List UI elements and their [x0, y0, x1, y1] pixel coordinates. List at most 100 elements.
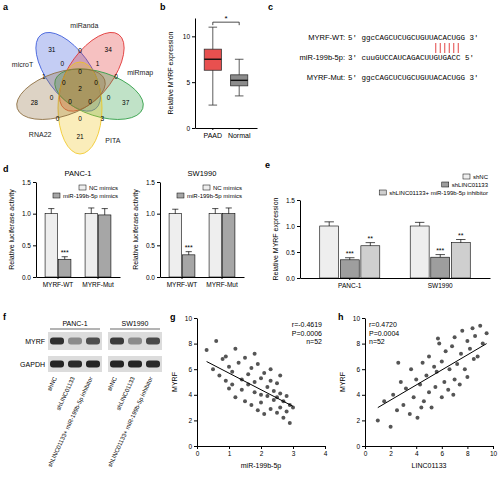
- point: [471, 326, 475, 330]
- annotations: ***: [185, 244, 193, 251]
- box-plot: 0510PAADNormalRelative MYRF expression*: [167, 14, 258, 139]
- statistic: n=52: [369, 338, 385, 345]
- point: [249, 403, 253, 407]
- point: [227, 386, 231, 390]
- error-cap: [436, 254, 445, 255]
- legend-label: shLINC01133+ miR-199b-5p inhibitor: [389, 190, 488, 196]
- tick-mark: [297, 200, 300, 201]
- tick-label: 6: [356, 366, 360, 373]
- legend-label: miR-199b-5p mimics: [63, 193, 118, 199]
- point: [395, 408, 399, 412]
- tick: 10: [183, 33, 195, 40]
- lane-label: shNC: [106, 375, 118, 392]
- tick: SW1990: [428, 278, 453, 289]
- tick-mark: [391, 446, 392, 449]
- bar-chart: **********0.00.51.01.5PANC-1SW1990Relati…: [272, 174, 491, 289]
- bar: [169, 214, 181, 277]
- point: [224, 379, 228, 383]
- panel-letter: f: [3, 312, 7, 322]
- set-label: microT: [12, 61, 34, 68]
- point: [278, 374, 282, 378]
- error-bar: [51, 209, 52, 214]
- tick-label: 4: [356, 391, 360, 398]
- tick-label: 6: [188, 366, 192, 373]
- panel-letter: g: [170, 312, 176, 322]
- region-count: 37: [122, 99, 130, 106]
- median: [231, 80, 248, 81]
- tick-mark: [362, 420, 365, 421]
- point: [256, 362, 260, 366]
- marks: [204, 27, 248, 105]
- legend-swatch: [203, 185, 210, 190]
- error-bar: [64, 257, 65, 260]
- tick: 1.5: [286, 197, 300, 204]
- point: [391, 393, 395, 397]
- region-count: 31: [48, 46, 56, 53]
- point: [259, 393, 263, 397]
- fit-line: [207, 362, 293, 407]
- region-count: 0: [88, 98, 92, 105]
- point: [460, 329, 464, 333]
- median: [204, 59, 221, 60]
- y-axis: 0.00.51.01.5: [22, 179, 37, 281]
- error-cap: [366, 242, 375, 243]
- tick-mark: [194, 446, 197, 447]
- significance: ***: [61, 249, 69, 256]
- tick: 0: [196, 446, 200, 457]
- tick: 10: [185, 315, 197, 322]
- error-cap: [172, 209, 178, 210]
- bar: [223, 214, 235, 277]
- chart-title: SW1990: [188, 169, 217, 178]
- whisker-cap: [235, 95, 244, 96]
- point: [272, 398, 276, 402]
- legend: NC mimicsmiR-199b-5p mimics: [53, 185, 118, 199]
- legend-label: NC mimics: [213, 185, 242, 191]
- point: [259, 400, 263, 404]
- tick: 4: [415, 446, 419, 457]
- tick: 8: [356, 340, 365, 347]
- tick-label: 10: [490, 450, 498, 457]
- tick-mark: [365, 446, 366, 449]
- statistic: r=0.4720: [369, 321, 397, 328]
- set-label: miRmap: [127, 69, 153, 77]
- band: [68, 338, 82, 345]
- box: [231, 75, 248, 86]
- tick-label: 8: [188, 340, 192, 347]
- y-axis-title: MYRF: [339, 372, 346, 392]
- axis-line: [365, 319, 366, 447]
- sequence-label: MYRF-Mut:: [307, 73, 345, 82]
- tick-mark: [362, 446, 365, 447]
- point: [465, 339, 469, 343]
- tick-label: PANC-1: [338, 282, 362, 289]
- blot-background: [108, 356, 162, 372]
- x-axis: MYRF-WTMYRF-Mut: [161, 277, 245, 288]
- y-axis-title: Relative MYRF expression: [167, 31, 175, 114]
- tick-mark: [349, 278, 350, 280]
- point: [427, 390, 431, 394]
- error-bar: [329, 222, 330, 226]
- significance: ***: [185, 244, 193, 251]
- blot-background: [48, 332, 102, 350]
- tick-label: 0.5: [146, 242, 155, 249]
- annotations: **********: [346, 232, 464, 257]
- scatter-chart: 024681001234miR-199b-5pMYRFr=-0.4619P=0.…: [171, 315, 328, 470]
- tick: 10: [490, 446, 498, 457]
- tick-label: 2: [188, 417, 192, 424]
- point: [442, 380, 446, 384]
- point: [285, 409, 289, 413]
- tick-mark: [194, 395, 197, 396]
- tick-label: 1.0: [286, 223, 295, 230]
- tick: 4: [324, 446, 328, 457]
- region-count: 28: [31, 99, 39, 106]
- x-axis-title: LINC01133: [412, 462, 447, 469]
- axis-line: [195, 19, 196, 129]
- tick-label: Normal: [228, 132, 251, 139]
- tick-mark: [362, 344, 365, 345]
- point: [288, 421, 292, 425]
- region-count: 0: [94, 79, 98, 86]
- sequence-label: miR-199b-5p:: [300, 53, 345, 62]
- band: [146, 338, 160, 345]
- marks: [205, 339, 295, 425]
- marks: [45, 208, 111, 277]
- point: [401, 403, 405, 407]
